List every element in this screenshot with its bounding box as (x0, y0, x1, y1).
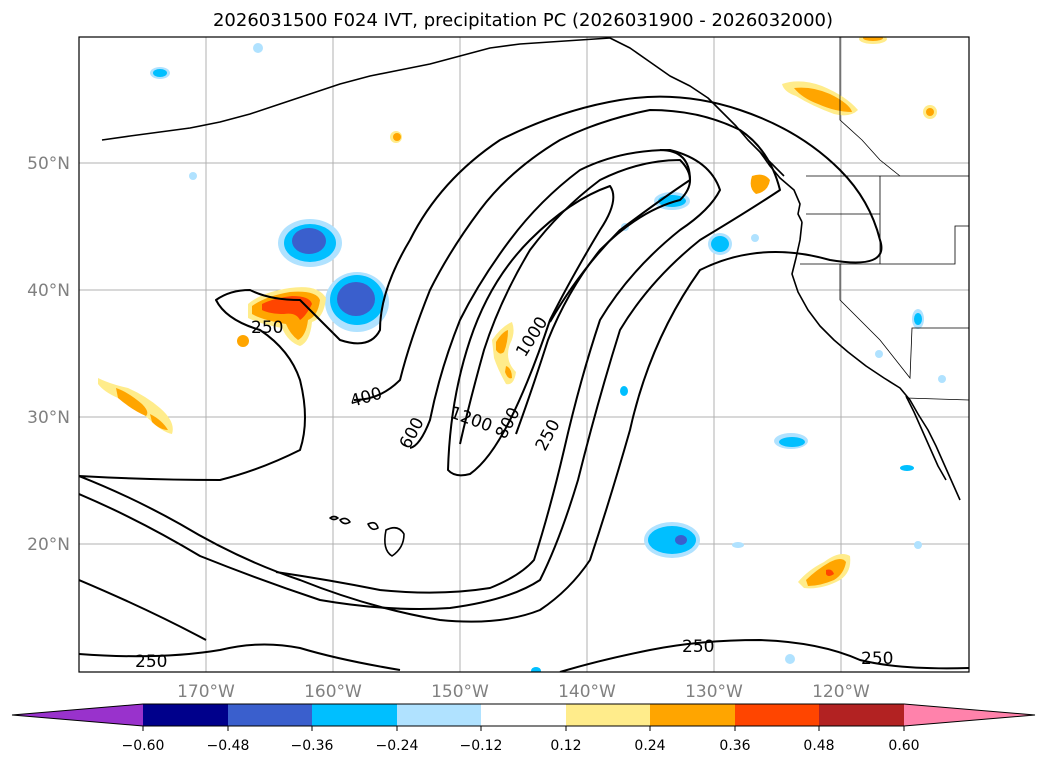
colorbar-seg-5 (481, 704, 566, 726)
colorbar-tick-label-9: 0.60 (888, 738, 919, 754)
colorbar-tick-label-1: −0.48 (207, 738, 250, 754)
hawaii-oahu (339, 517, 351, 525)
canada-coast (759, 151, 803, 223)
lon-label-150w: 150°W (431, 682, 489, 702)
colorbar-seg-4 (397, 704, 481, 726)
ivt-contour-250-se (559, 639, 969, 672)
ivt-contour-250-outer (79, 95, 883, 623)
lon-label-140w: 140°W (558, 682, 616, 702)
hawaii-maui (367, 521, 379, 531)
colorbar-seg-0 (12, 704, 143, 726)
lon-label-170w: 170°W (177, 682, 235, 702)
colorbar-tick-label-6: 0.24 (634, 738, 665, 754)
political-borders (800, 37, 969, 401)
colorbar-seg-1 (143, 704, 228, 726)
colorbar-seg-6 (566, 704, 650, 726)
ivt-contour-1000 (549, 149, 691, 323)
colorbar: −0.60 −0.48 −0.36 −0.24 −0.12 0.12 0.24 … (11, 703, 1036, 754)
colorbar-tick-label-4: −0.12 (460, 738, 503, 754)
precip-blob-neg-south (644, 522, 700, 558)
colorbar-seg-3 (312, 704, 397, 726)
baja-california (905, 395, 947, 481)
colorbar-tick-label-8: 0.48 (803, 738, 834, 754)
map-panel: 250 400 600 1200 800 1000 250 250 250 25… (79, 37, 969, 672)
precip-blob-pos-west (98, 378, 173, 434)
precip-blob-pos-se (798, 554, 851, 589)
graticule (79, 37, 969, 672)
lat-label-50n: 50°N (27, 154, 70, 174)
hawaii-kauai (329, 515, 339, 521)
map-title: 2026031500 F024 IVT, precipitation PC (2… (213, 10, 833, 31)
coastlines (101, 37, 961, 557)
precip-blob-neg-nw (278, 219, 342, 267)
colorbar-seg-8 (735, 704, 819, 726)
ivt-contour-800 (459, 159, 691, 445)
colorbar-tick-label-0: −0.60 (122, 738, 165, 754)
latitude-labels: 50°N 40°N 30°N 20°N (27, 154, 70, 555)
lon-label-160w: 160°W (304, 682, 362, 702)
aleutian-islands (101, 37, 611, 141)
ivt-contour-400 (79, 109, 781, 610)
precip-blob-pos-ne (782, 81, 858, 116)
ivt-contour-600 (275, 149, 721, 594)
contour-label-250-west: 250 (251, 318, 283, 338)
map-frame (78, 36, 970, 673)
colorbar-seg-2 (228, 704, 312, 726)
lat-label-40n: 40°N (27, 281, 70, 301)
lon-label-120w: 120°W (812, 682, 870, 702)
us-mexico-border (905, 397, 969, 401)
alaska-canada-border (839, 37, 901, 177)
colorbar-tick-label-5: 0.12 (550, 738, 581, 754)
colorbar-seg-9 (819, 704, 904, 726)
lat-label-30n: 30°N (27, 408, 70, 428)
ivt-contour-250-south (79, 643, 401, 671)
us-state-lines (800, 176, 969, 380)
contour-label-250-bottom-left: 250 (135, 652, 167, 672)
precip-blob-neg-center (325, 272, 389, 332)
ivt-contours (79, 95, 969, 672)
hawaii-big-island (384, 526, 405, 557)
us-west-coast (791, 221, 961, 501)
lat-label-20n: 20°N (27, 535, 70, 555)
ivt-contour-250-sw (79, 579, 207, 641)
precip-shading (98, 37, 946, 672)
colorbar-ticks (142, 726, 905, 731)
contour-label-250-bottom-mid: 250 (682, 637, 714, 657)
colorbar-seg-10 (904, 704, 1035, 726)
precip-blob-pos-mid (492, 322, 516, 385)
longitude-labels: 170°W 160°W 150°W 140°W 130°W 120°W (177, 682, 870, 702)
colorbar-tick-label-3: −0.24 (376, 738, 419, 754)
colorbar-tick-label-2: −0.36 (291, 738, 334, 754)
colorbar-seg-7 (650, 704, 735, 726)
colorbar-tick-label-7: 0.36 (719, 738, 750, 754)
contour-label-250-bottom-right: 250 (861, 649, 893, 669)
ivt-contour-1200 (447, 185, 615, 477)
lon-label-130w: 130°W (685, 682, 743, 702)
